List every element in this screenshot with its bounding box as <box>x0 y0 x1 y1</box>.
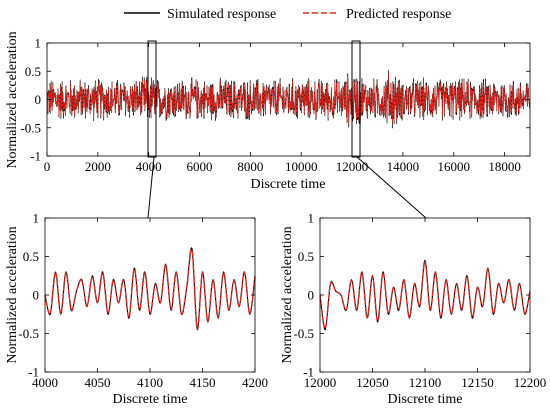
main-plot-series <box>47 69 530 129</box>
main-plot-xtick-label: 16000 <box>437 159 470 174</box>
zoom-plot-2-ticks: 12000 12050 12100 12150 12200 -1 -0.5 0 0.5 1 <box>293 211 546 391</box>
main-plot-xtick-label: 2000 <box>85 159 111 174</box>
main-plot-ticks: 0 2000 4000 6000 8000 10000 12000 14000 16000 180… <box>20 36 530 174</box>
zoom-plot-2-ytick-label: -0.5 <box>293 326 314 341</box>
main-plot-xtick-label: 8000 <box>237 159 263 174</box>
zoom-plot-1-ylabel: Normalized acceleration <box>5 226 20 363</box>
main-plot-ytick-label: 0.5 <box>25 64 41 79</box>
zoom-plot-2-ytick-label: -1 <box>303 365 314 380</box>
zoom-plot-1: 4000 4050 4100 4150 4200 -1 -0.5 0 0.5 1 Discrete… <box>5 211 268 408</box>
zoom-plot-2: 12000 12050 12100 12150 12200 -1 -0.5 0 0.5 1 Dis… <box>280 211 546 408</box>
zoom-plot-1-xtick-label: 4150 <box>190 375 216 390</box>
series-line-simulated <box>44 247 256 331</box>
zoom-plot-2-xtick-label: 12100 <box>409 375 442 390</box>
zoom-plot-1-xtick-label: 4000 <box>32 375 58 390</box>
series-line-predicted <box>319 261 531 329</box>
main-plot-ytick-label: 0 <box>35 92 42 107</box>
main-plot-xtick-label: 10000 <box>285 159 318 174</box>
main-plot-ytick-label: 1 <box>35 36 42 51</box>
main-plot-xlabel: Discrete time <box>250 177 325 192</box>
zoom-plot-2-xtick-label: 12150 <box>461 375 494 390</box>
series-line-simulated <box>319 259 531 331</box>
zoom-plot-1-ticks: 4000 4050 4100 4150 4200 -1 -0.5 0 0.5 1 <box>18 211 268 391</box>
zoom-plot-2-series <box>319 259 531 331</box>
main-plot-xtick-label: 18000 <box>488 159 521 174</box>
main-plot-ytick-label: -1 <box>30 149 41 164</box>
main-plot-xtick-label: 4000 <box>136 159 162 174</box>
legend-label-simulated: Simulated response <box>167 7 276 22</box>
main-plot-ylabel: Normalized acceleration <box>5 31 20 168</box>
zoom-connector-1 <box>147 156 155 219</box>
zoom-plot-1-xtick-label: 4200 <box>242 375 268 390</box>
legend: Simulated response Predicted response <box>124 7 451 22</box>
zoom-plot-1-ytick-label: 0.5 <box>23 249 39 264</box>
zoom-plot-2-ytick-label: 1 <box>308 211 315 226</box>
zoom-plot-1-ytick-label: -0.5 <box>18 326 39 341</box>
zoom-plot-2-xtick-label: 12200 <box>514 375 547 390</box>
zoom-plot-1-xtick-label: 4050 <box>85 375 111 390</box>
legend-label-predicted: Predicted response <box>346 7 451 22</box>
main-plot-xtick-label: 6000 <box>187 159 213 174</box>
zoom-window-box-1 <box>147 40 157 158</box>
series-line-predicted <box>44 248 256 330</box>
zoom-plot-1-xtick-label: 4100 <box>137 375 163 390</box>
zoom-plot-1-ytick-label: -1 <box>28 365 39 380</box>
zoom-plot-2-xtick-label: 12050 <box>356 375 389 390</box>
zoom-plot-2-ylabel: Normalized acceleration <box>280 226 295 363</box>
series-line-predicted <box>47 74 530 125</box>
zoom-plot-2-xtick-label: 12000 <box>304 375 337 390</box>
main-plot-ytick-label: -0.5 <box>20 120 41 135</box>
zoom-plot-2-xlabel: Discrete time <box>387 392 462 407</box>
zoom-plot-2-frame <box>319 217 531 373</box>
zoom-plot-1-series <box>44 247 256 331</box>
main-plot: 0 2000 4000 6000 8000 10000 12000 14000 16000 180… <box>5 31 531 192</box>
main-plot-xtick-label: 14000 <box>387 159 420 174</box>
zoom-plot-2-ytick-label: 0.5 <box>298 249 314 264</box>
zoom-plot-1-xlabel: Discrete time <box>112 392 187 407</box>
zoom-plot-1-ytick-label: 0 <box>33 288 40 303</box>
main-plot-xtick-label: 0 <box>44 159 51 174</box>
main-plot-xtick-label: 12000 <box>336 159 369 174</box>
zoom-connector-2 <box>356 156 427 219</box>
zoom-plot-1-ytick-label: 1 <box>33 211 40 226</box>
zoom-window-box-2 <box>351 40 361 158</box>
zoom-plot-2-ytick-label: 0 <box>308 288 315 303</box>
zoom-plot-1-frame <box>44 217 256 373</box>
